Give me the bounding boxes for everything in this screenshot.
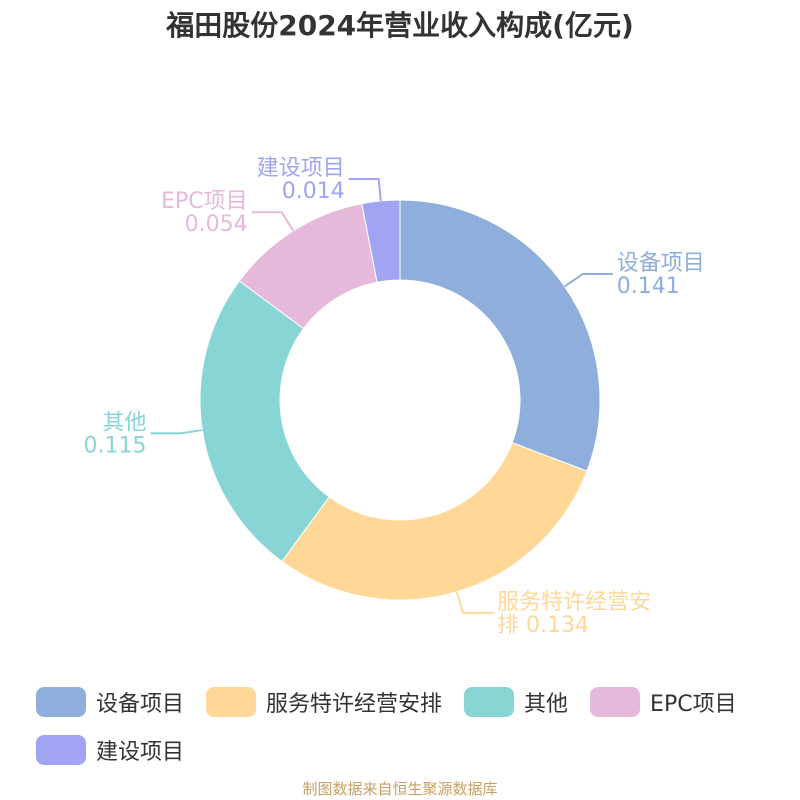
legend-swatch — [590, 687, 641, 717]
slice-label-4: 建设项目 0.014 — [257, 156, 345, 204]
legend-item-4[interactable]: 建设项目 — [36, 734, 184, 766]
legend-item-2[interactable]: 其他 — [464, 686, 568, 718]
slice-label-0: 设备项目 0.141 — [617, 251, 705, 299]
leader-line-3 — [251, 211, 295, 232]
legend-swatch — [206, 687, 257, 717]
legend-swatch — [36, 735, 86, 765]
legend-label: 其他 — [524, 692, 569, 717]
legend-label: EPC项目 — [650, 692, 737, 717]
leader-line-1 — [455, 591, 494, 614]
legend-item-3[interactable]: EPC项目 — [590, 686, 737, 718]
slice-label-1: 服务特许经营安排 0.134 — [497, 590, 651, 638]
slice-label-3: EPC项目 0.054 — [161, 189, 248, 237]
data-source-note: 制图数据来自恒生聚源数据库 — [302, 780, 498, 798]
chart-legend: 设备项目 服务特许经营安排 其他 EPC项目建设项目 — [36, 686, 776, 766]
leader-line-0 — [564, 272, 613, 288]
legend-swatch — [36, 687, 86, 717]
donut-slice-1[interactable] — [281, 442, 588, 601]
legend-swatch — [464, 687, 515, 717]
legend-label: 设备项目 — [96, 692, 185, 717]
donut-slice-4[interactable] — [361, 199, 401, 283]
legend-item-0[interactable]: 设备项目 — [36, 686, 184, 718]
donut-slice-2[interactable] — [199, 280, 330, 563]
leader-line-4 — [348, 178, 382, 202]
chart-title: 福田股份2024年营业收入构成(亿元) — [166, 9, 634, 42]
leader-line-2 — [150, 429, 203, 435]
donut-slice-0[interactable] — [399, 199, 601, 472]
legend-item-1[interactable]: 服务特许经营安排 — [206, 686, 442, 718]
slice-label-2: 其他 0.115 — [84, 410, 147, 458]
legend-label: 建设项目 — [96, 740, 185, 765]
legend-label: 服务特许经营安排 — [266, 692, 443, 717]
